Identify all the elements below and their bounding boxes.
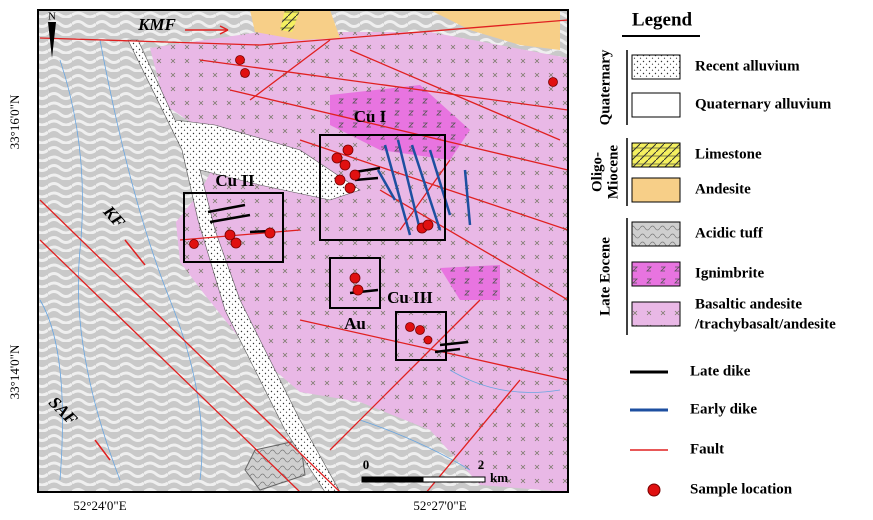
legend-dot <box>648 484 660 496</box>
legend-swatch <box>632 262 680 286</box>
legend-label: Acidic tuff <box>695 225 764 241</box>
lon-label: 52°24'0"E <box>73 498 126 513</box>
fault-label: KMF <box>137 15 176 34</box>
legend-label: Limestone <box>695 146 762 162</box>
scale-label: 0 <box>363 457 370 472</box>
deposit-label: Cu II <box>215 171 255 190</box>
legend-label: /trachybasalt/andesite <box>694 316 836 332</box>
group-label: Oligo- <box>589 152 605 192</box>
group-label: Miocene <box>605 145 621 199</box>
north-label: N <box>48 11 56 23</box>
deposit-label: Cu III <box>387 288 433 307</box>
legend-label: Andesite <box>695 181 751 197</box>
legend-label: Fault <box>690 441 724 457</box>
legend-label: Basaltic andesite <box>695 296 802 312</box>
legend-title: Legend <box>632 9 693 30</box>
legend: Quaternary Recent alluvium Quaternary allu… <box>589 49 836 497</box>
legend-label: Quaternary alluvium <box>695 96 832 112</box>
deposit-label: Au <box>344 314 366 333</box>
legend-swatch <box>632 93 680 117</box>
geologic-map-figure: N KMF KF SAF Cu I Cu II Au Cu III 0 2 km… <box>0 0 873 520</box>
scale-label: 2 <box>478 457 485 472</box>
group-label: Late Eocene <box>597 237 613 316</box>
legend-label: Recent alluvium <box>695 58 800 74</box>
legend-label: Early dike <box>690 401 757 417</box>
legend-label: Sample location <box>690 481 793 497</box>
map-body: N KMF KF SAF Cu I Cu II Au Cu III 0 2 km <box>38 10 568 500</box>
scale-bar <box>423 477 485 482</box>
legend-swatch <box>632 178 680 202</box>
legend-swatch <box>632 143 680 167</box>
legend-swatch <box>632 55 680 79</box>
legend-label: Late dike <box>690 363 751 379</box>
group-label: Quaternary <box>597 49 613 125</box>
lat-label: 33°16'0"N <box>7 94 22 149</box>
legend-swatch <box>632 302 680 326</box>
deposit-label: Cu I <box>354 107 387 126</box>
scale-bar <box>362 477 423 482</box>
lon-label: 52°27'0"E <box>413 498 466 513</box>
lat-label: 33°14'0"N <box>7 344 22 399</box>
scale-unit: km <box>490 470 508 485</box>
legend-label: Ignimbrite <box>695 265 765 281</box>
legend-swatch <box>632 222 680 246</box>
